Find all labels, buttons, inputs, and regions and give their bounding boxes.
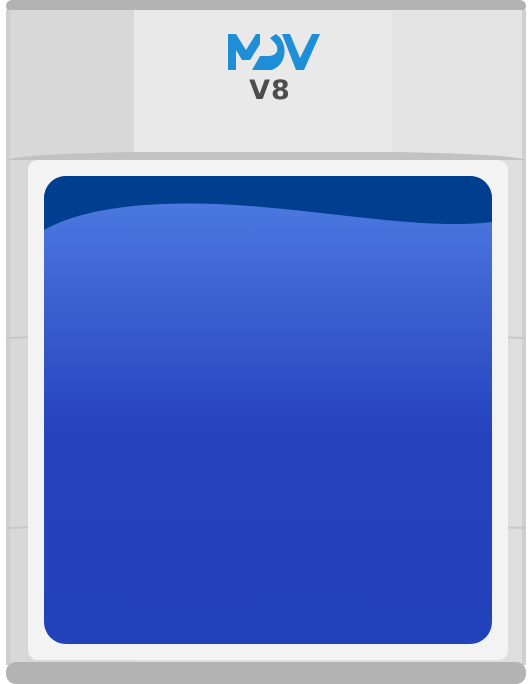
top-rail [6,0,526,12]
shoulder-band [6,152,526,160]
mdv-logo-icon: MDV [222,30,322,74]
bottom-rail [6,662,526,684]
display-screen [44,176,492,644]
model-version-label: V8 [249,75,291,106]
